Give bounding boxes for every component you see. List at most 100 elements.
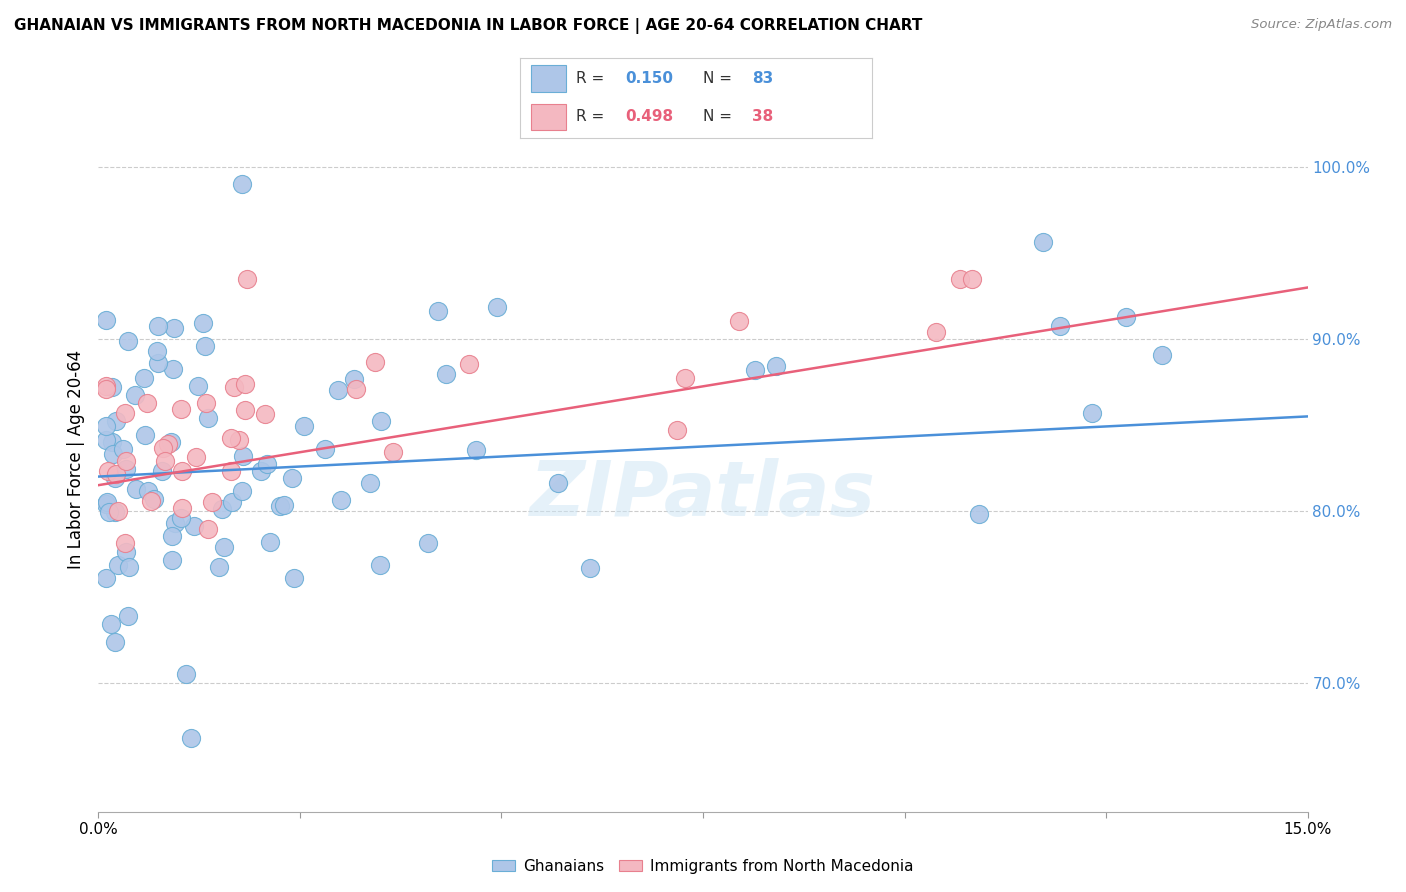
- Point: [363, 354, 385, 368]
- Point: [579, 561, 602, 575]
- Point: [197, 522, 219, 536]
- Point: [170, 511, 193, 525]
- Point: [115, 544, 138, 558]
- Point: [150, 464, 173, 478]
- Point: [101, 380, 124, 394]
- Point: [153, 453, 176, 467]
- Point: [967, 507, 990, 521]
- Text: R =: R =: [576, 71, 610, 86]
- Point: [249, 464, 271, 478]
- Point: [105, 414, 128, 428]
- Point: [163, 321, 186, 335]
- Point: [465, 442, 488, 457]
- Point: [159, 435, 181, 450]
- Point: [314, 442, 336, 456]
- Point: [292, 418, 315, 433]
- Point: [219, 464, 242, 478]
- Point: [1049, 319, 1071, 334]
- Point: [231, 483, 253, 498]
- Text: 83: 83: [752, 71, 773, 86]
- Point: [124, 388, 146, 402]
- Point: [174, 666, 197, 681]
- Point: [97, 464, 120, 478]
- Point: [214, 540, 236, 554]
- Text: 38: 38: [752, 109, 773, 124]
- Point: [1152, 348, 1174, 362]
- Point: [115, 453, 138, 467]
- Point: [666, 423, 689, 437]
- Point: [96, 434, 118, 448]
- Y-axis label: In Labor Force | Age 20-64: In Labor Force | Age 20-64: [66, 350, 84, 569]
- Point: [222, 380, 245, 394]
- Point: [231, 178, 253, 192]
- Point: [125, 482, 148, 496]
- Point: [486, 300, 509, 314]
- Point: [156, 437, 179, 451]
- Point: [673, 370, 696, 384]
- Point: [145, 344, 167, 359]
- Point: [107, 558, 129, 573]
- Point: [273, 498, 295, 512]
- FancyBboxPatch shape: [531, 103, 567, 130]
- Point: [114, 535, 136, 549]
- Point: [183, 518, 205, 533]
- Point: [197, 410, 219, 425]
- Point: [114, 406, 136, 420]
- Point: [370, 414, 392, 428]
- Point: [170, 501, 193, 516]
- Point: [1032, 235, 1054, 250]
- Point: [457, 358, 479, 372]
- Point: [139, 494, 162, 508]
- Point: [259, 534, 281, 549]
- Point: [193, 339, 215, 353]
- Legend: Ghanaians, Immigrants from North Macedonia: Ghanaians, Immigrants from North Macedon…: [486, 853, 920, 880]
- Point: [162, 362, 184, 376]
- Point: [254, 407, 277, 421]
- Point: [134, 427, 156, 442]
- Point: [136, 484, 159, 499]
- Point: [219, 431, 242, 445]
- Point: [381, 445, 404, 459]
- Point: [326, 383, 349, 397]
- Text: 0.498: 0.498: [626, 109, 673, 124]
- Point: [96, 382, 118, 396]
- Text: N =: N =: [703, 109, 737, 124]
- Point: [236, 272, 259, 286]
- Point: [269, 499, 291, 513]
- Point: [221, 495, 243, 509]
- Point: [744, 363, 766, 377]
- Point: [368, 558, 391, 573]
- Point: [117, 608, 139, 623]
- Point: [765, 359, 787, 374]
- Point: [191, 316, 214, 330]
- Point: [434, 367, 457, 381]
- Point: [256, 457, 278, 471]
- Point: [281, 471, 304, 485]
- Point: [169, 401, 191, 416]
- Point: [184, 450, 207, 464]
- Point: [344, 382, 367, 396]
- Point: [96, 378, 118, 392]
- Point: [343, 372, 366, 386]
- Text: Source: ZipAtlas.com: Source: ZipAtlas.com: [1251, 18, 1392, 31]
- Point: [547, 475, 569, 490]
- Point: [104, 506, 127, 520]
- Point: [170, 464, 193, 478]
- Point: [228, 434, 250, 448]
- FancyBboxPatch shape: [531, 65, 567, 92]
- Text: R =: R =: [576, 109, 610, 124]
- Point: [96, 571, 118, 585]
- Text: ZIPatlas: ZIPatlas: [530, 458, 876, 532]
- Point: [163, 516, 186, 530]
- Point: [1081, 406, 1104, 420]
- Text: GHANAIAN VS IMMIGRANTS FROM NORTH MACEDONIA IN LABOR FORCE | AGE 20-64 CORRELATI: GHANAIAN VS IMMIGRANTS FROM NORTH MACEDO…: [14, 18, 922, 34]
- Point: [100, 617, 122, 632]
- Point: [727, 314, 749, 328]
- Point: [96, 497, 118, 511]
- Point: [96, 495, 118, 509]
- Point: [103, 447, 125, 461]
- Point: [152, 441, 174, 455]
- Point: [97, 506, 120, 520]
- Point: [132, 371, 155, 385]
- Point: [104, 635, 127, 649]
